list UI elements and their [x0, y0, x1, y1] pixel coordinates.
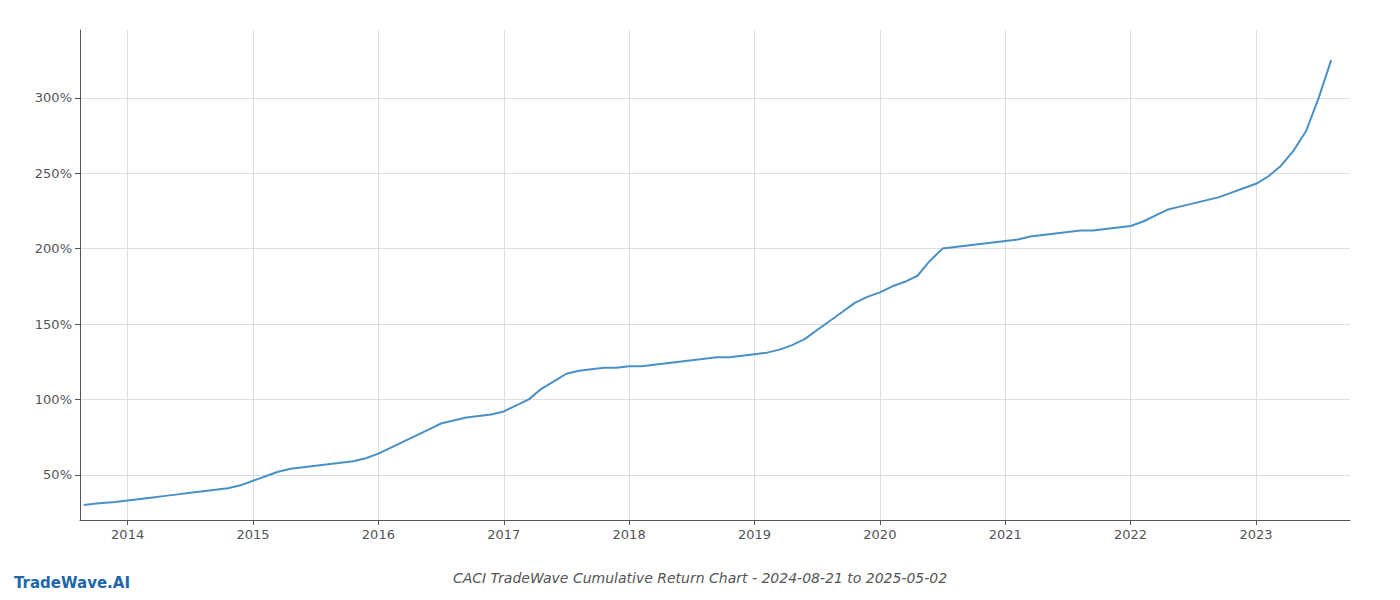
svg-text:2014: 2014: [111, 527, 144, 542]
svg-text:TradeWave.AI: TradeWave.AI: [14, 574, 130, 592]
svg-text:2019: 2019: [738, 527, 771, 542]
svg-text:2015: 2015: [236, 527, 269, 542]
svg-text:200%: 200%: [35, 241, 72, 256]
svg-text:50%: 50%: [43, 467, 72, 482]
svg-text:CACI TradeWave Cumulative Retu: CACI TradeWave Cumulative Return Chart -…: [453, 570, 947, 586]
svg-text:2017: 2017: [487, 527, 520, 542]
svg-text:2023: 2023: [1239, 527, 1272, 542]
svg-text:150%: 150%: [35, 317, 72, 332]
svg-text:100%: 100%: [35, 392, 72, 407]
svg-text:300%: 300%: [35, 90, 72, 105]
svg-text:250%: 250%: [35, 166, 72, 181]
svg-text:2021: 2021: [989, 527, 1022, 542]
svg-text:2018: 2018: [613, 527, 646, 542]
svg-text:2016: 2016: [362, 527, 395, 542]
svg-text:2020: 2020: [863, 527, 896, 542]
svg-text:2022: 2022: [1114, 527, 1147, 542]
